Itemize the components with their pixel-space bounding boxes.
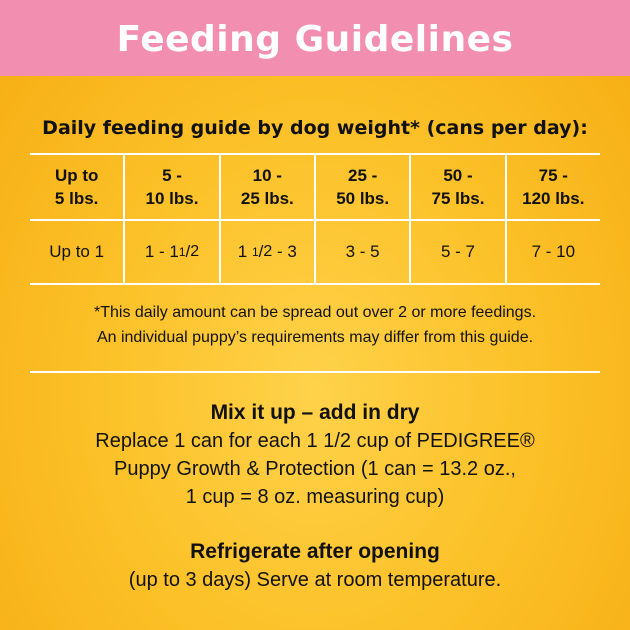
mix-heading: Mix it up – add in dry [210,401,420,424]
feeding-guide-title: Daily feeding guide by dog weight* (cans… [42,117,588,139]
cans-per-day-row: Up to 1 1 - 1 1/2 1 1/2 - 3 3 - 5 5 - 7 7… [30,221,600,283]
weight-cell-5-10: 5 - 10 lbs. [123,155,218,219]
amount-cell-10-25: 1 1/2 - 3 [218,221,314,283]
footnote: *This daily amount can be spread out ove… [0,300,630,350]
weight-cell-75-120: 75 - 120 lbs. [504,155,600,219]
refrigerate-heading: Refrigerate after opening [190,540,440,563]
mix-line: 1 cup = 8 oz. measuring cup) [185,486,445,508]
footnote-line: *This daily amount can be spread out ove… [93,304,537,321]
header-banner: Feeding Guidelines [0,0,630,76]
amount-text: - 3 [272,242,297,261]
fraction-denominator: 2 [263,243,273,260]
divider [30,371,600,373]
amount-text: 1 - 1 [144,242,179,261]
weight-cell-25-50: 25 - 50 lbs. [313,155,409,219]
mix-it-up-section: Mix it up – add in dry Replace 1 can for… [0,399,630,511]
amount-cell-50-75: 5 - 7 [409,221,504,283]
refrigerate-line: (up to 3 days) Serve at room temperature… [128,569,502,591]
weight-cell-50-75: 50 - 75 lbs. [409,155,504,219]
mix-line: Replace 1 can for each 1 1/2 cup of PEDI… [95,430,535,452]
page-title: Feeding Guidelines [116,18,514,60]
mix-line: Puppy Growth & Protection (1 can = 13.2 … [114,458,516,480]
fraction-numerator: 1 [251,245,259,259]
fraction-numerator: 1 [178,245,186,259]
weight-header-row: Up to 5 lbs. 5 - 10 lbs. 10 - 25 lbs. 25… [30,155,600,221]
amount-cell-25-50: 3 - 5 [313,221,409,283]
amount-cell-up-to-5: Up to 1 [49,242,105,261]
fraction-denominator: 2 [190,243,200,260]
amount-text: 1 [237,242,248,261]
weight-cell-10-25: 10 - 25 lbs. [218,155,314,219]
footnote-line: An individual puppy’s requirements may d… [96,329,534,346]
amount-cell-5-10: 1 - 1 1/2 [123,221,218,283]
feeding-table: Up to 5 lbs. 5 - 10 lbs. 10 - 25 lbs. 25… [30,153,600,285]
amount-cell-75-120: 7 - 10 [504,221,600,283]
weight-cell-up-to-5: Up to 5 lbs. [54,166,99,208]
refrigerate-section: Refrigerate after opening (up to 3 days)… [0,538,630,594]
